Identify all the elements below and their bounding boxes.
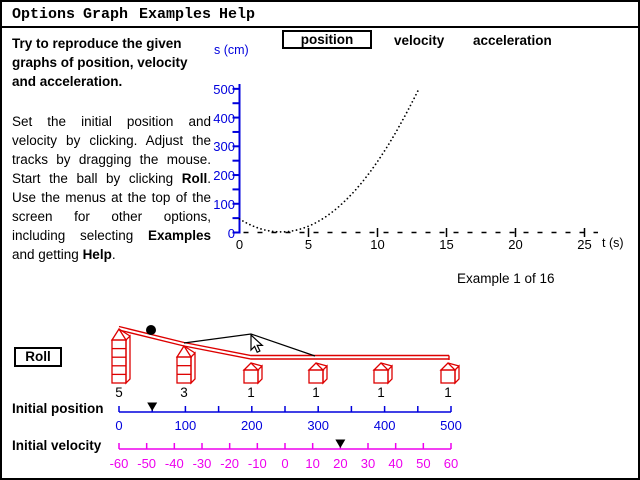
support-height-labels-item: 5: [115, 385, 123, 400]
track-support[interactable]: [242, 362, 263, 385]
x-tick-labels-item: 15: [439, 237, 454, 252]
y-tick-labels-item: 400: [213, 110, 235, 126]
initial-velocity-label: Initial velocity: [12, 438, 102, 453]
x-tick-labels-item: 25: [577, 237, 592, 252]
instructions-body: Set the initial position and velocity by…: [12, 112, 211, 264]
position-graph: [232, 84, 598, 237]
tab-acceleration[interactable]: acceleration: [473, 33, 552, 48]
instructions-body-part: .: [111, 247, 116, 262]
velocity-slider-labels-item: 40: [388, 456, 403, 471]
position-slider-labels-item: 100: [174, 418, 197, 433]
support-height-labels-item: 3: [180, 385, 188, 400]
x-tick-labels-item: 20: [508, 237, 523, 252]
tab-position[interactable]: position: [282, 30, 372, 49]
track-support[interactable]: [110, 327, 131, 385]
velocity-slider-labels-item: -60: [109, 456, 129, 471]
support-height-labels-item: 1: [377, 385, 385, 400]
x-tick-labels-item: 5: [304, 237, 313, 252]
track-rails[interactable]: [118, 325, 450, 361]
y-tick-labels-item: 500: [213, 81, 235, 97]
x-tick-labels-item: 10: [370, 237, 385, 252]
support-height-labels-item: 1: [312, 385, 320, 400]
y-tick-labels-item: 300: [213, 139, 235, 155]
velocity-slider-labels-item: -30: [192, 456, 212, 471]
initial-position-slider-marker[interactable]: [147, 402, 158, 412]
graph-y-axis: [232, 84, 241, 234]
velocity-slider-labels-item: 60: [443, 456, 459, 471]
roll-button[interactable]: Roll: [14, 347, 62, 367]
position-slider-labels-item: 400: [373, 418, 396, 433]
track-support[interactable]: [439, 362, 460, 385]
track-support[interactable]: [372, 362, 393, 385]
x-tick-labels-item: 0: [235, 237, 244, 252]
track-drag-preview[interactable]: [183, 333, 316, 357]
instructions-intro: Try to reproduce the given graphs of pos…: [12, 36, 188, 89]
support-height-labels-item: 1: [247, 385, 255, 400]
instructions-body-part: Roll: [181, 171, 208, 186]
y-tick-labels-item: 0: [227, 225, 235, 241]
initial-velocity-slider-marker[interactable]: [335, 439, 346, 449]
example-counter: Example 1 of 16: [457, 271, 555, 286]
x-axis-title: t (s): [602, 236, 624, 250]
velocity-slider-labels-item: 20: [333, 456, 348, 471]
tab-velocity[interactable]: velocity: [394, 33, 445, 48]
velocity-slider-labels-item: -50: [137, 456, 157, 471]
instructions-body-part: Help: [82, 247, 112, 262]
position-slider-labels-item: 300: [307, 418, 330, 433]
velocity-slider-labels-item: -20: [220, 456, 240, 471]
track-support[interactable]: [307, 362, 328, 385]
velocity-slider-labels-item: 0: [281, 456, 289, 471]
initial-position-slider[interactable]: [118, 402, 452, 413]
instructions-body-part: and getting: [12, 247, 83, 262]
y-tick-labels-item: 200: [213, 168, 235, 184]
initial-velocity-slider[interactable]: [118, 439, 452, 450]
menu-options[interactable]: Options: [12, 6, 76, 23]
velocity-slider-labels-item: -10: [247, 456, 267, 471]
position-slider-labels-item: 500: [440, 418, 462, 433]
menu-bar: Options Graph Examples Help: [2, 2, 638, 28]
menu-help[interactable]: Help: [219, 6, 256, 23]
mouse-cursor: [250, 333, 264, 353]
menu-examples[interactable]: Examples: [139, 6, 212, 23]
y-tick-labels-item: 100: [213, 196, 235, 212]
instructions-body-part: . Use the menus at the top of the screen…: [12, 171, 211, 243]
velocity-slider-labels-item: -40: [164, 456, 184, 471]
graph-x-axis: [243, 228, 598, 237]
velocity-slider-labels-item: 50: [416, 456, 431, 471]
track[interactable]: [110, 325, 460, 385]
position-slider-labels-item: 0: [115, 418, 123, 433]
instructions-body-part: Set the initial position and velocity by…: [12, 114, 211, 186]
track-support[interactable]: [175, 344, 196, 385]
instructions-body-part: Examples: [147, 228, 211, 243]
initial-position-label: Initial position: [12, 401, 104, 416]
position-slider-labels-item: 200: [240, 418, 263, 433]
ball[interactable]: [146, 325, 156, 335]
position-curve: [238, 90, 419, 233]
velocity-slider-labels-item: 30: [360, 456, 376, 471]
velocity-slider-labels-item: 10: [305, 456, 320, 471]
support-height-labels-item: 1: [444, 385, 452, 400]
y-axis-title: s (cm): [214, 43, 249, 57]
menu-graph[interactable]: Graph: [83, 6, 129, 23]
